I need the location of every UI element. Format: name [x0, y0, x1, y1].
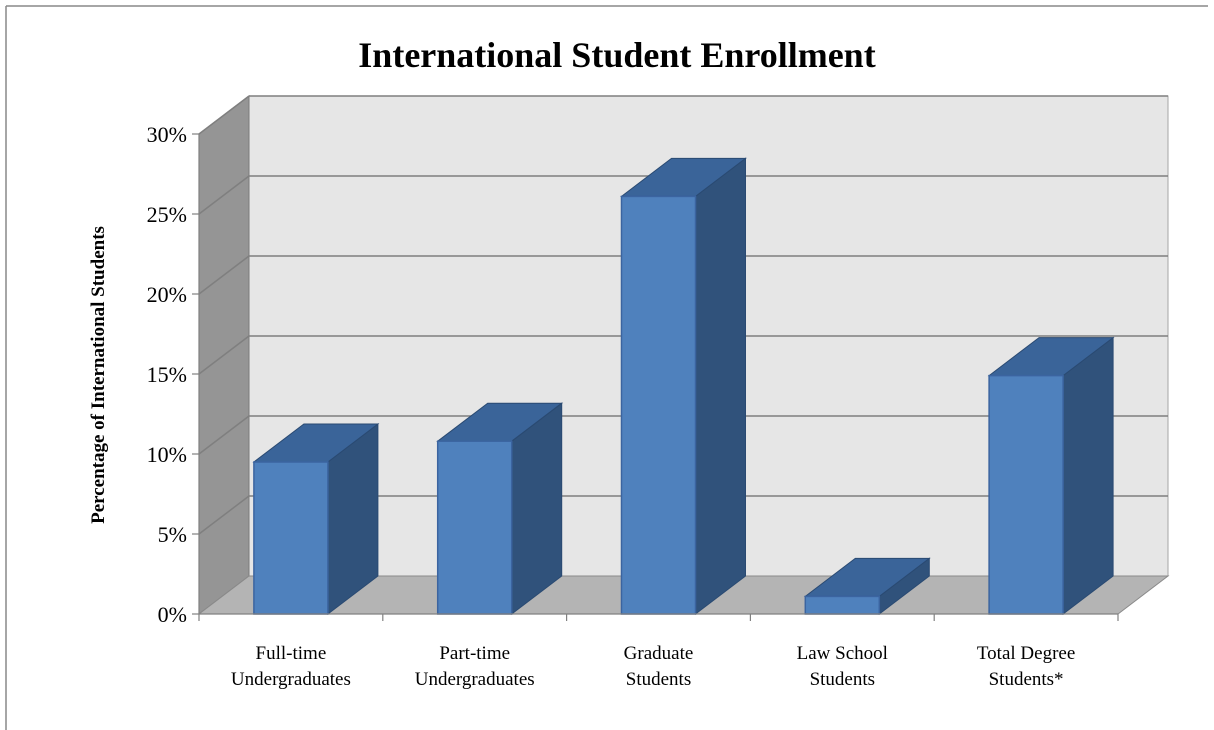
y-tick-label: 20% — [147, 282, 187, 307]
y-axis-label: Percentage of International Students — [88, 226, 109, 524]
bar-front — [988, 374, 1064, 615]
bar — [252, 422, 380, 616]
y-tick-label: 10% — [147, 442, 187, 467]
bar-front — [804, 595, 881, 615]
x-category-label: Students* — [989, 669, 1064, 690]
y-tick-label: 30% — [147, 122, 187, 147]
bar-front — [436, 440, 513, 615]
gridline-side — [198, 95, 250, 135]
y-tick-label: 15% — [147, 362, 187, 387]
y-tick-label: 0% — [158, 602, 187, 627]
bar — [620, 157, 747, 616]
x-category-label: Undergraduates — [231, 669, 351, 690]
gridline-side — [198, 255, 250, 295]
x-category-label: Students — [626, 669, 691, 690]
bar — [987, 336, 1115, 616]
y-tick-label: 25% — [147, 202, 187, 227]
bars — [252, 157, 1115, 616]
bar — [436, 402, 564, 616]
bar — [803, 557, 931, 616]
bar-side — [695, 157, 746, 616]
x-axis-ticks: Full-time Undergraduates Part-time Undergra… — [198, 613, 1119, 690]
bar-side — [1062, 336, 1114, 616]
x-category-label: Full-time — [256, 643, 327, 664]
gridline-side — [198, 335, 250, 375]
y-tick-label: 5% — [158, 522, 187, 547]
y-axis-ticks: 0% 5% 10% 15% 20% 25% 30% — [147, 122, 200, 627]
x-category-label: Undergraduates — [415, 669, 535, 690]
x-category-label: Part-time — [439, 643, 510, 664]
x-category-label: Graduate — [624, 643, 694, 664]
chart-title: International Student Enrollment — [358, 35, 875, 75]
bar-front — [253, 461, 329, 615]
gridline-side — [198, 495, 250, 535]
bar-front — [620, 195, 697, 615]
gridline-side — [198, 415, 250, 455]
x-category-label: Total Degree — [977, 643, 1075, 664]
x-category-label: Law School — [797, 643, 888, 664]
gridline-side — [198, 175, 250, 215]
x-category-label: Students — [810, 669, 875, 690]
